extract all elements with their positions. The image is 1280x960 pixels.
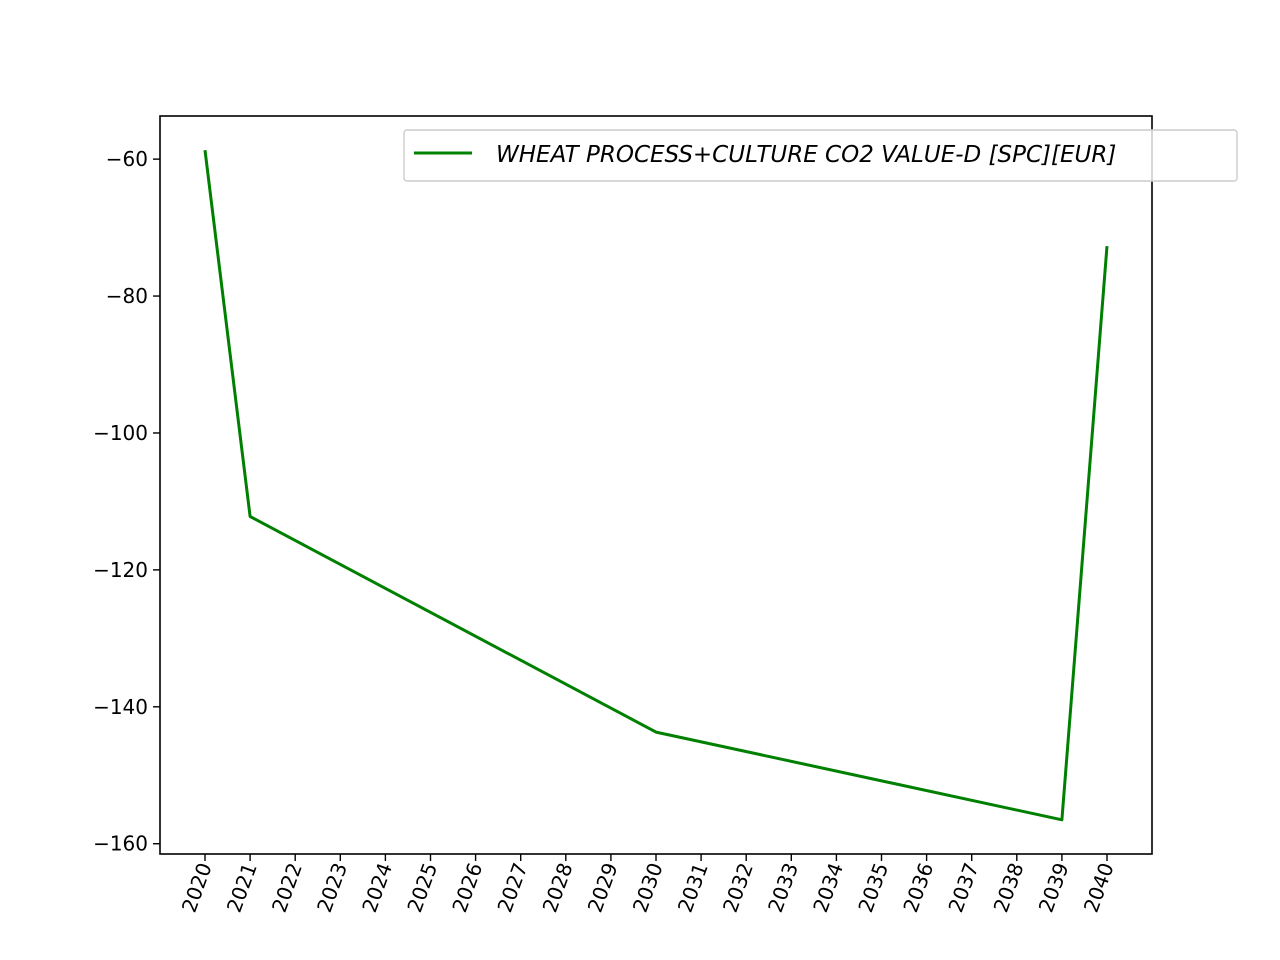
- plot-background: [160, 116, 1152, 854]
- x-tick-label-2034: 2034: [808, 860, 848, 916]
- x-tick-label-2030: 2030: [628, 860, 668, 916]
- y-tick-label--100: −100: [93, 421, 148, 445]
- plot-frame: [159, 115, 1153, 855]
- x-axis: 2020 2021 2022 2023 2024 2025 2026 2027 2028 2029…: [177, 854, 1119, 916]
- y-tick-label--160: −160: [93, 832, 148, 856]
- y-tick-label--80: −80: [106, 284, 148, 308]
- x-tick-label-2033: 2033: [763, 860, 803, 916]
- series-line-0: [203, 150, 1109, 822]
- x-tick-label-2036: 2036: [898, 860, 938, 916]
- y-tick-label--60: −60: [106, 147, 148, 171]
- x-tick-label-2040: 2040: [1079, 860, 1119, 916]
- y-axis: −60 −80 −100 −120 −140 −160: [93, 147, 160, 856]
- legend-label: WHEAT PROCESS+CULTURE CO2 VALUE-D [SPC][…: [496, 142, 1116, 168]
- x-tick-label-2032: 2032: [718, 860, 758, 916]
- x-tick-label-2025: 2025: [402, 860, 442, 916]
- x-tick-label-2021: 2021: [222, 860, 262, 916]
- x-tick-label-2023: 2023: [312, 860, 352, 916]
- x-tick-label-2026: 2026: [447, 860, 487, 916]
- legend: WHEAT PROCESS+CULTURE CO2 VALUE-D [SPC][…: [403, 129, 1238, 182]
- x-tick-label-2038: 2038: [989, 860, 1029, 916]
- x-tick-label-2031: 2031: [673, 860, 713, 916]
- series-layer: [203, 150, 1109, 822]
- x-tick-label-2029: 2029: [583, 860, 623, 916]
- x-tick-label-2039: 2039: [1034, 860, 1074, 916]
- x-tick-label-2020: 2020: [177, 860, 217, 916]
- legend-box: [403, 129, 1238, 182]
- y-tick-label--140: −140: [93, 695, 148, 719]
- y-tick-label--120: −120: [93, 558, 148, 582]
- x-tick-label-2027: 2027: [492, 860, 532, 916]
- x-tick-label-2028: 2028: [538, 860, 578, 916]
- x-tick-label-2035: 2035: [853, 860, 893, 916]
- x-tick-label-2022: 2022: [267, 860, 307, 916]
- x-tick-label-2037: 2037: [943, 860, 983, 916]
- x-tick-label-2024: 2024: [357, 860, 397, 916]
